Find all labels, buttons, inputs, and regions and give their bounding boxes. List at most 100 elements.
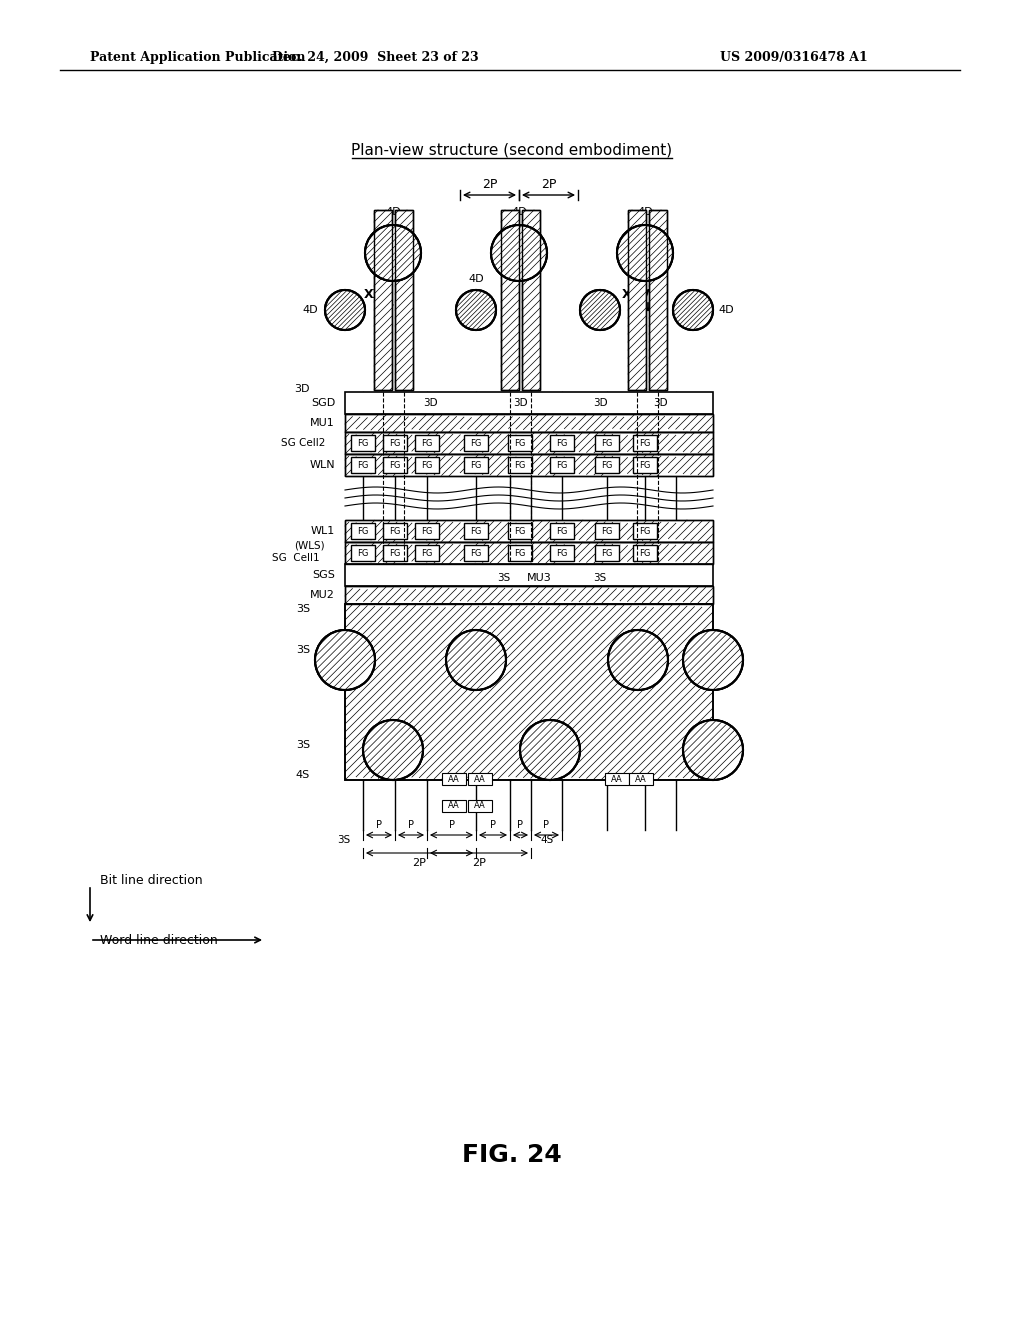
Text: 4D: 4D — [637, 207, 653, 216]
Text: FG: FG — [556, 527, 567, 536]
Bar — [345, 432, 713, 454]
Text: FG: FG — [639, 461, 650, 470]
Text: Dec. 24, 2009  Sheet 23 of 23: Dec. 24, 2009 Sheet 23 of 23 — [271, 50, 478, 63]
Bar — [345, 564, 713, 586]
Text: 3S: 3S — [296, 605, 310, 614]
Bar — [595, 523, 618, 539]
Bar — [595, 545, 618, 561]
Bar — [351, 436, 375, 451]
Bar — [345, 543, 713, 564]
Bar — [649, 210, 667, 389]
Text: 2P: 2P — [482, 178, 498, 191]
Bar — [464, 523, 488, 539]
Circle shape — [617, 224, 673, 281]
Text: AA: AA — [449, 801, 460, 810]
Bar — [383, 457, 407, 473]
Circle shape — [325, 290, 365, 330]
Bar — [345, 586, 713, 605]
Text: 3S: 3S — [296, 645, 310, 655]
Bar — [345, 392, 713, 414]
Text: 3S: 3S — [497, 573, 510, 583]
Bar — [508, 457, 532, 473]
Text: 3S: 3S — [593, 573, 606, 583]
Text: FG: FG — [421, 461, 433, 470]
Circle shape — [315, 630, 375, 690]
Bar — [415, 523, 439, 539]
Bar — [550, 436, 574, 451]
Text: 3D: 3D — [513, 399, 527, 408]
Text: 4D: 4D — [468, 275, 483, 284]
Circle shape — [456, 290, 496, 330]
Bar — [374, 210, 392, 389]
Text: FG: FG — [470, 549, 481, 557]
Text: P: P — [449, 820, 455, 830]
Circle shape — [673, 290, 713, 330]
Bar — [383, 545, 407, 561]
Text: AA: AA — [611, 775, 623, 784]
Bar — [345, 586, 713, 605]
Circle shape — [673, 290, 713, 330]
Text: AA: AA — [474, 801, 485, 810]
Text: 3D: 3D — [295, 384, 310, 393]
Bar — [395, 210, 413, 389]
Bar — [442, 774, 466, 785]
Bar — [468, 800, 492, 812]
Text: FG: FG — [556, 461, 567, 470]
Circle shape — [490, 224, 547, 281]
Text: FG: FG — [470, 461, 481, 470]
Text: FG: FG — [556, 438, 567, 447]
Text: FG: FG — [389, 549, 400, 557]
Circle shape — [365, 224, 421, 281]
Bar — [649, 210, 667, 389]
Bar — [345, 520, 713, 543]
Text: FG: FG — [514, 549, 525, 557]
Bar — [345, 432, 713, 454]
Circle shape — [683, 719, 743, 780]
Circle shape — [580, 290, 620, 330]
Text: FG: FG — [470, 527, 481, 536]
Text: 4D: 4D — [385, 207, 400, 216]
Circle shape — [520, 719, 580, 780]
Text: FG: FG — [639, 438, 650, 447]
Bar — [633, 457, 657, 473]
Text: FG: FG — [514, 438, 525, 447]
Text: (WLS): (WLS) — [294, 541, 325, 550]
Bar — [522, 210, 540, 389]
Bar — [550, 545, 574, 561]
Bar — [595, 436, 618, 451]
Text: WLN: WLN — [309, 459, 335, 470]
Bar — [605, 774, 629, 785]
Bar — [508, 436, 532, 451]
Circle shape — [608, 630, 668, 690]
Text: FIG. 24: FIG. 24 — [462, 1143, 562, 1167]
Circle shape — [362, 719, 423, 780]
Bar — [501, 210, 519, 389]
Bar — [550, 523, 574, 539]
Text: FG: FG — [514, 527, 525, 536]
Text: P: P — [408, 820, 414, 830]
Text: FG: FG — [389, 527, 400, 536]
Text: 4S: 4S — [543, 742, 557, 752]
Circle shape — [580, 290, 620, 330]
Text: P: P — [544, 820, 550, 830]
Bar — [628, 210, 646, 389]
Text: 3D: 3D — [593, 399, 607, 408]
Bar — [595, 457, 618, 473]
Circle shape — [365, 224, 421, 281]
Bar — [464, 545, 488, 561]
Bar — [464, 436, 488, 451]
Text: 4S: 4S — [540, 836, 553, 845]
Bar — [351, 545, 375, 561]
Bar — [415, 436, 439, 451]
Bar — [415, 457, 439, 473]
Text: XXV: XXV — [364, 289, 392, 301]
Text: FG: FG — [357, 461, 369, 470]
Text: XXV: XXV — [622, 289, 650, 301]
Text: 4D: 4D — [511, 207, 526, 216]
Circle shape — [520, 719, 580, 780]
Bar — [522, 210, 540, 389]
Text: FG: FG — [389, 461, 400, 470]
Bar — [345, 414, 713, 432]
Text: FG: FG — [357, 527, 369, 536]
Bar — [345, 605, 713, 780]
